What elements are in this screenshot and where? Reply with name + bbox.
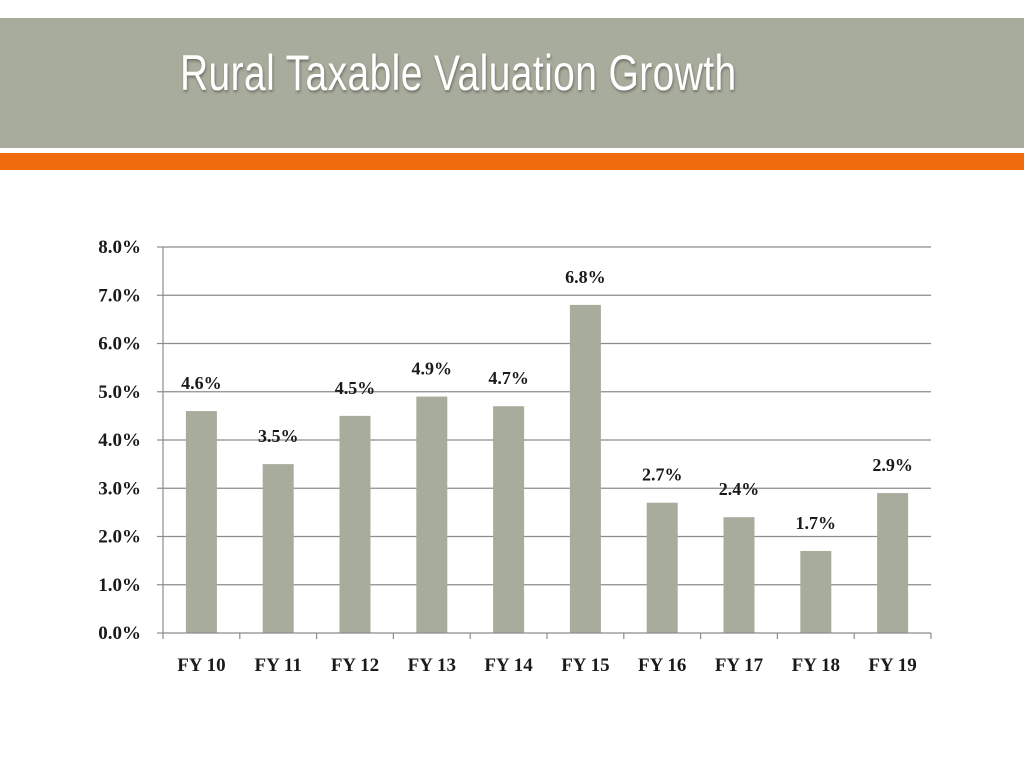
bar xyxy=(339,415,371,633)
y-tick-label: 0.0% xyxy=(98,623,141,644)
x-tick-label: FY 13 xyxy=(408,655,456,676)
x-tick-label: FY 15 xyxy=(561,655,609,676)
y-tick-label: 6.0% xyxy=(98,334,141,355)
data-label: 4.6% xyxy=(181,373,222,393)
bar xyxy=(493,406,525,633)
data-label: 4.7% xyxy=(488,368,529,388)
bar xyxy=(723,517,755,633)
bar xyxy=(800,550,832,633)
x-tick-label: FY 11 xyxy=(255,655,302,676)
data-label: 4.5% xyxy=(335,378,376,398)
x-tick-label: FY 16 xyxy=(638,655,686,676)
title-band xyxy=(0,18,1024,148)
data-label: 4.9% xyxy=(412,359,453,379)
data-label: 3.5% xyxy=(258,426,299,446)
bar xyxy=(569,304,601,633)
y-tick-label: 2.0% xyxy=(98,527,141,548)
data-label: 2.4% xyxy=(719,479,760,499)
x-tick-label: FY 10 xyxy=(177,655,225,676)
labels: 0.0% 1.0% 2.0% 3.0% 4.0% 5.0% 6.0% 7.0% 8.0% FY 1… xyxy=(98,237,917,676)
y-tick-label: 5.0% xyxy=(98,382,141,403)
y-tick-label: 3.0% xyxy=(98,478,141,499)
y-tick-label: 7.0% xyxy=(98,285,141,306)
data-label: 1.7% xyxy=(796,513,837,533)
axes xyxy=(157,246,932,639)
bars xyxy=(185,304,909,633)
bar xyxy=(416,396,448,633)
data-label: 2.7% xyxy=(642,465,683,485)
accent-bar xyxy=(0,153,1024,170)
slide-title: Rural Taxable Valuation Growth xyxy=(180,45,737,101)
bar xyxy=(185,411,217,633)
y-tick-label: 8.0% xyxy=(98,237,141,258)
y-tick-label: 1.0% xyxy=(98,575,141,596)
data-label: 6.8% xyxy=(565,267,606,287)
data-label: 2.9% xyxy=(872,455,913,475)
bar xyxy=(877,493,909,633)
x-tick-label: FY 14 xyxy=(484,655,533,676)
y-tick-label: 4.0% xyxy=(98,430,141,451)
x-tick-label: FY 12 xyxy=(331,655,379,676)
x-tick-label: FY 18 xyxy=(792,655,840,676)
bar xyxy=(646,502,678,633)
bar xyxy=(262,464,294,633)
x-tick-label: FY 19 xyxy=(868,655,916,676)
x-tick-label: FY 17 xyxy=(715,655,764,676)
